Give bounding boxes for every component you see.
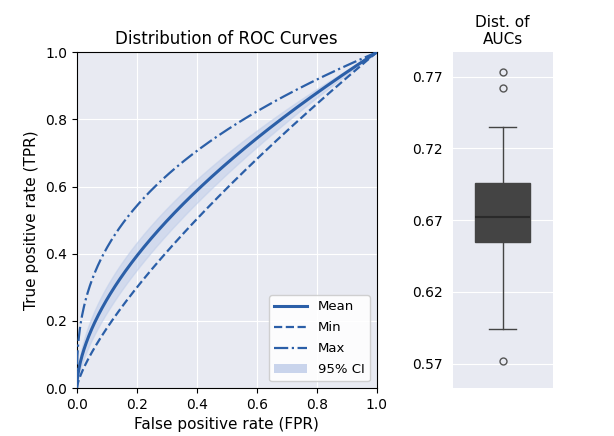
PathPatch shape [475,183,530,242]
Title: Dist. of
AUCs: Dist. of AUCs [475,14,530,47]
Y-axis label: True positive rate (TPR): True positive rate (TPR) [25,130,39,310]
Title: Distribution of ROC Curves: Distribution of ROC Curves [115,30,338,48]
X-axis label: False positive rate (FPR): False positive rate (FPR) [134,417,319,433]
Legend: Mean, Min, Max, 95% CI: Mean, Min, Max, 95% CI [269,295,370,382]
